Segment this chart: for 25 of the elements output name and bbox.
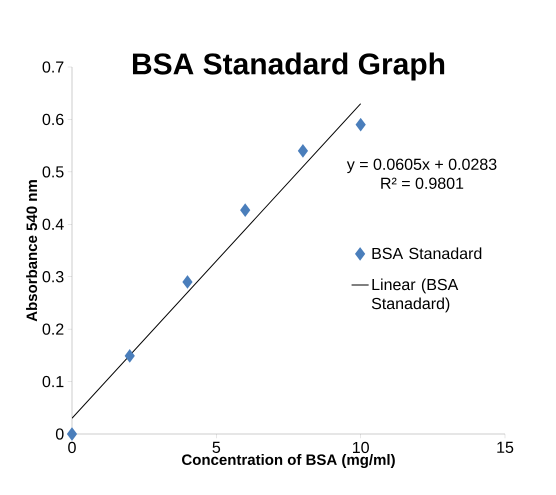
legend-label: BSA Stanadard — [372, 247, 482, 260]
point — [67, 428, 77, 440]
x-tick-label: 10 — [352, 442, 369, 454]
x-tick-label: 5 — [212, 442, 220, 453]
point — [182, 275, 192, 288]
point — [124, 349, 135, 362]
y-axis-title: Absorbance 540 nm — [26, 180, 38, 322]
legend-label: Linear (BSA Stanadard) — [372, 278, 458, 312]
annotation: y = 0.0605x + 0.0283 — [346, 158, 496, 174]
chart-title: BSA Stanadard Graph — [132, 52, 444, 80]
y-tick-label: 0.4 — [42, 218, 64, 230]
point — [298, 144, 308, 158]
y-tick-label: 0.7 — [42, 61, 64, 73]
y-tick-label: 0 — [56, 428, 64, 440]
y-tick-label: 0.6 — [42, 114, 64, 126]
y-tick-label: 0.5 — [42, 166, 64, 178]
x-tick-label: 15 — [497, 442, 514, 453]
annotation: R² = 0.9801 — [381, 178, 464, 189]
point — [240, 204, 250, 217]
y-tick-label: 0.2 — [42, 323, 64, 335]
x-axis-title: Concentration of BSA (mg/ml) — [182, 454, 395, 468]
x-tick-label: 0 — [68, 442, 76, 454]
point — [356, 118, 366, 132]
y-tick-label: 0.1 — [42, 376, 64, 388]
y-tick-label: 0.3 — [42, 271, 64, 282]
